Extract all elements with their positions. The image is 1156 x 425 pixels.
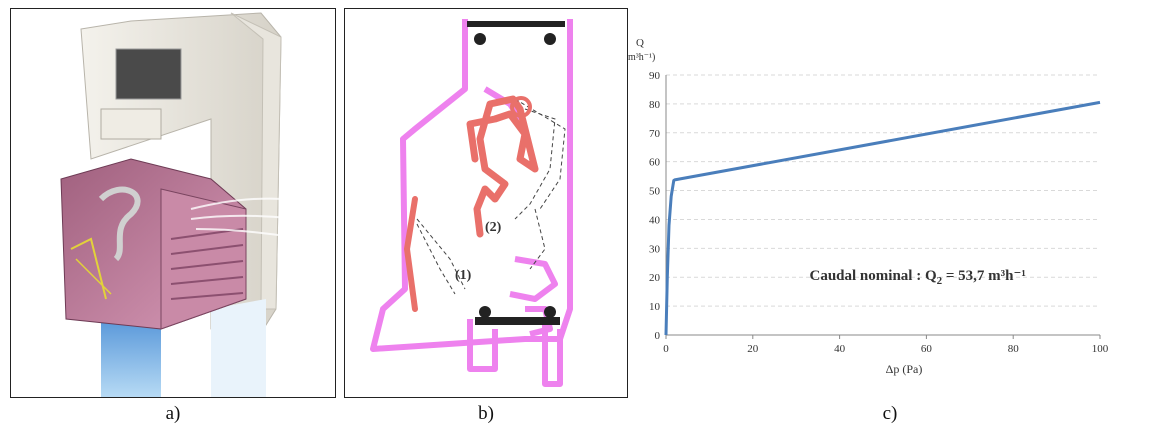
y-tick-label-4: 40 xyxy=(649,214,661,226)
chart-grid xyxy=(666,74,1100,307)
x-tick-label-2: 40 xyxy=(834,343,846,355)
y-tick-label-7: 70 xyxy=(649,128,661,140)
y-axis-title: Q xyxy=(636,37,644,49)
annotation-subscript: 2 xyxy=(937,275,943,287)
panel-a-vent-photo xyxy=(10,8,336,398)
y-tick-label-2: 20 xyxy=(649,272,661,284)
flow-pressure-chart: 0 10 20 30 40 50 60 70 80 90 0 20 40 60 80 100 Q (m³h⁻… xyxy=(628,37,1109,376)
x-axis-title: Δp (Pa) xyxy=(886,362,923,376)
y-tick-label-9: 90 xyxy=(649,70,661,82)
caption-b: b) xyxy=(478,403,494,424)
annotation-suffix: = 53,7 m³h⁻¹ xyxy=(942,268,1026,284)
vent-section-diagram: (1) (2) xyxy=(370,19,573,387)
y-tick-label-5: 50 xyxy=(649,186,661,198)
x-tick-label-4: 80 xyxy=(1008,343,1020,355)
caption-a: a) xyxy=(165,403,181,424)
flap-label-1: (1) xyxy=(455,268,472,283)
y-axis-unit: (m³h⁻¹) xyxy=(628,52,655,63)
caption-c: c) xyxy=(882,403,898,424)
y-tick-labels: 0 10 20 30 40 50 60 70 80 90 xyxy=(649,70,661,342)
x-tick-label-0: 0 xyxy=(663,343,669,355)
vent-cutaway-illustration xyxy=(60,12,332,397)
y-tick-label-3: 30 xyxy=(649,243,661,255)
annotation-prefix: Caudal nominal : Q xyxy=(810,268,937,284)
y-tick-label-6: 60 xyxy=(649,157,661,169)
x-tick-label-1: 20 xyxy=(747,343,759,355)
series-line-flow xyxy=(664,100,1101,336)
x-tick-labels: 0 20 40 60 80 100 xyxy=(663,343,1109,355)
x-tick-label-3: 60 xyxy=(921,343,933,355)
y-tick-label-0: 0 xyxy=(655,330,661,342)
nominal-flow-annotation: Caudal nominal : Q2 = 53,7 m³h⁻¹ xyxy=(810,268,1026,287)
flap-label-2: (2) xyxy=(485,220,502,235)
x-tick-label-5: 100 xyxy=(1092,343,1109,355)
y-tick-label-1: 10 xyxy=(649,301,661,313)
y-tick-label-8: 80 xyxy=(649,99,661,111)
panel-b-vent-section: (1) (2) xyxy=(344,8,628,398)
